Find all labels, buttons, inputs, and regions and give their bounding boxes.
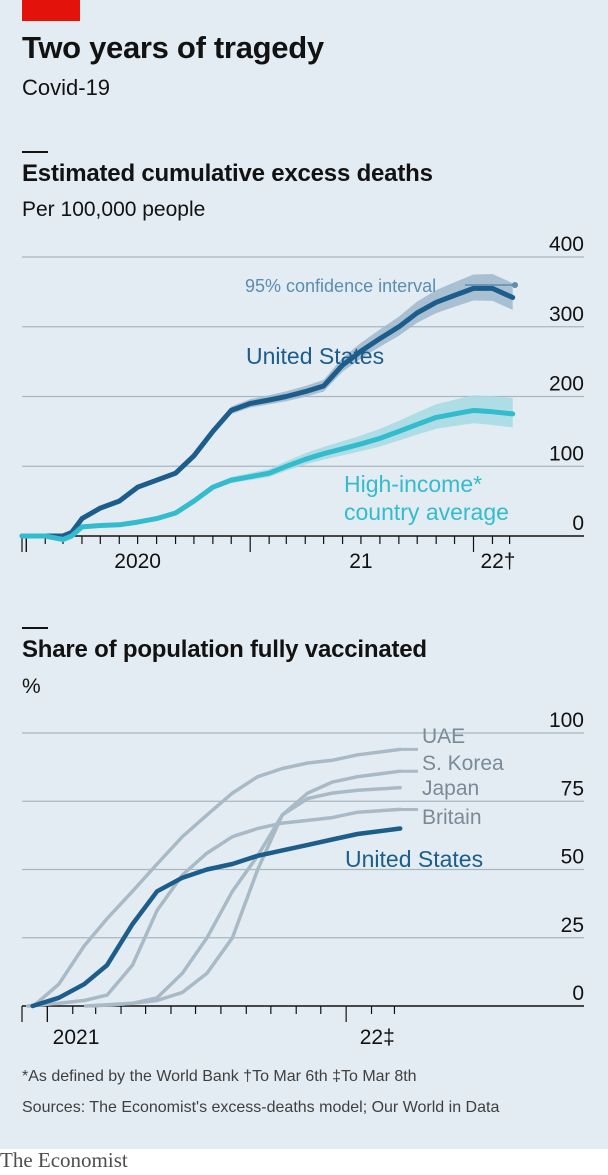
us-excess-deaths-line (19, 285, 516, 539)
y-tick-label: 50 (561, 846, 584, 869)
series-label: Britain (422, 806, 482, 829)
chart-panel (0, 0, 608, 1149)
footnote-sources: Sources: The Economist's excess-deaths m… (22, 1099, 500, 1116)
page-subtitle: Covid-19 (22, 75, 111, 100)
ci-annotation-dot (512, 282, 518, 288)
x-tick-label: 22‡ (360, 1026, 395, 1049)
s-korea-vaccination-line (90, 769, 402, 1008)
chart2-title: Share of population fully vaccinated (22, 636, 427, 663)
footnote-definitions: *As defined by the World Bank †To Mar 6t… (22, 1068, 417, 1085)
chart1-subtitle: Per 100,000 people (22, 198, 206, 221)
y-tick-label: 100 (549, 709, 584, 732)
brand-red-bar (22, 0, 80, 21)
page-title: Two years of tragedy (22, 30, 324, 65)
x-tick-label: 21 (349, 550, 372, 573)
chart2-rule (22, 627, 48, 629)
us-vaccination-line (30, 826, 403, 1009)
japan-vaccination-line (84, 785, 402, 1008)
series-label: UAE (422, 725, 465, 748)
high-income-excess-deaths-line (19, 407, 516, 542)
y-tick-label: 0 (572, 982, 584, 1005)
series-label: S. Korea (422, 752, 504, 775)
y-tick-label: 25 (561, 914, 584, 937)
series-label: Japan (422, 777, 479, 800)
y-tick-label: 400 (549, 233, 584, 256)
excess-deaths-chart: 400 300 200 100 0 2020 21 22† United States High-… (19, 233, 584, 573)
x-tick-label: 22† (480, 550, 515, 573)
britain-vaccination-line (25, 807, 402, 1008)
chart1-rule (22, 151, 48, 153)
chart2-subtitle: % (22, 675, 41, 698)
chart1-title: Estimated cumulative excess deaths (22, 160, 433, 187)
us-series-label: United States (246, 343, 384, 369)
ci-annotation-label: 95% confidence interval (245, 276, 436, 296)
us-series-label: United States (345, 846, 483, 872)
y-tick-label: 100 (549, 442, 584, 465)
high-income-label-line1: High-income* (344, 471, 482, 497)
high-income-label-line2: country average (344, 499, 509, 525)
x-tick-label: 2020 (114, 550, 161, 573)
y-tick-label: 75 (561, 777, 584, 800)
x-tick-label: 2021 (53, 1026, 100, 1049)
y-tick-label: 0 (572, 512, 584, 535)
economist-logo: The Economist (0, 1148, 128, 1172)
uae-vaccination-line (31, 747, 402, 1008)
y-tick-label: 200 (549, 373, 584, 396)
y-tick-label: 300 (549, 303, 584, 326)
